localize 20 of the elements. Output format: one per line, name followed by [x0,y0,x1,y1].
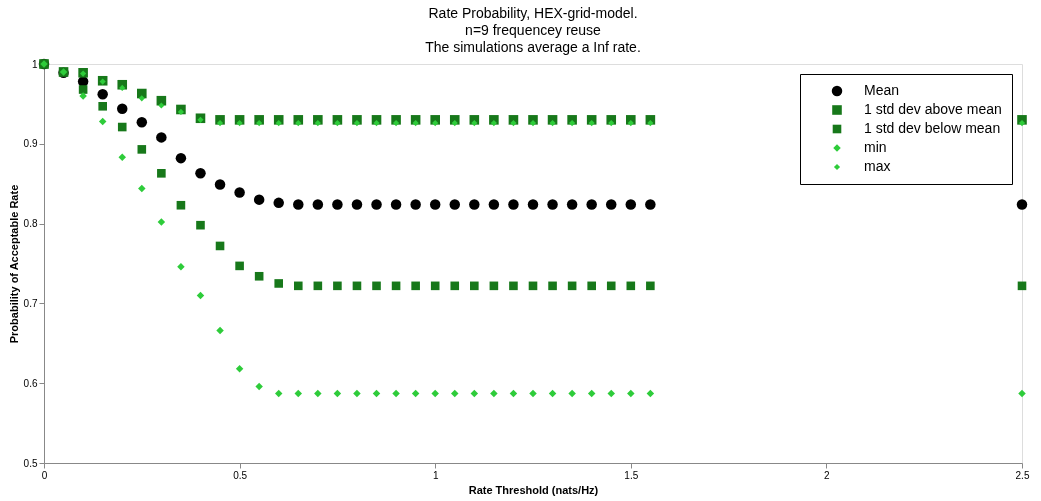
x-tick-label: 1 [432,469,439,481]
y-tick-label: 0.8 [23,218,38,230]
y-tick-label: 1 [31,58,38,70]
y-tick-label: 0.6 [23,377,38,389]
legend-label: 1 std dev above mean [864,101,1002,117]
x-tick-label: 0.5 [233,469,248,481]
legend-label: max [864,158,891,174]
x-axis-title: Rate Threshold (nats/Hz) [468,483,599,496]
x-tick-label: 2 [824,469,831,481]
legend-label: min [864,139,887,155]
x-tick-label: 2.5 [1015,469,1030,481]
y-axis-title: Probability of Acceptable Rate [7,184,20,344]
chart-title: Rate Probability, HEX-grid-model. n=9 frequencey reuse The simulations average a Inf rate. [425,4,641,55]
legend-label: 1 std dev below mean [864,120,1001,136]
y-tick-label: 0.5 [23,457,38,469]
x-tick-label: 1.5 [624,469,639,481]
y-tick-label: 0.9 [23,138,38,150]
x-tick-label: 0 [41,469,48,481]
y-tick-label: 0.7 [23,297,38,309]
legend-label: Mean [864,82,900,98]
